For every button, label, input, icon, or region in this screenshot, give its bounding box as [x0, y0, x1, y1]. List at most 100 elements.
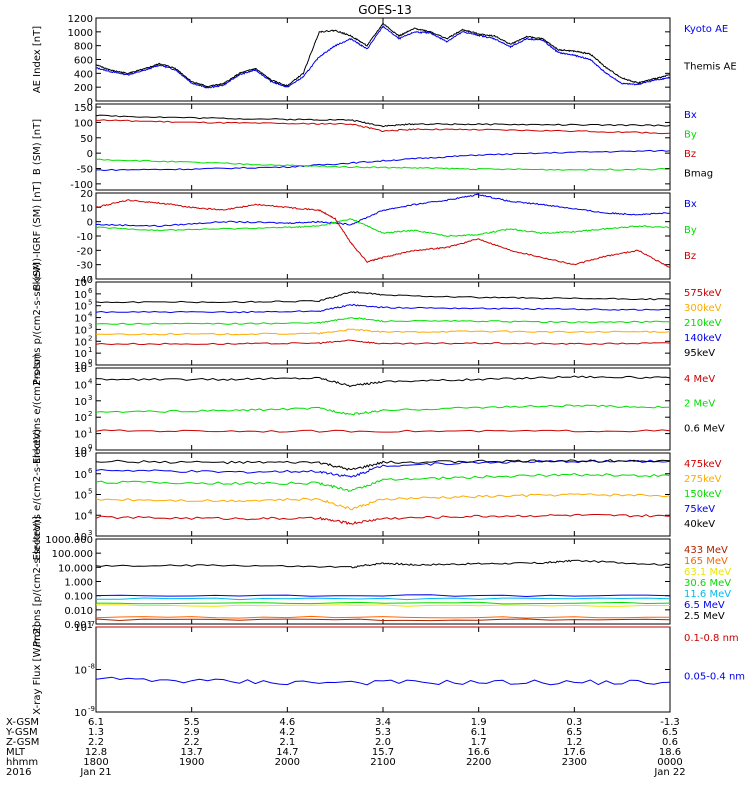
y-tick-label: -100 [70, 180, 93, 191]
y-tick-label: 1000 [68, 28, 93, 39]
legend-label: Kyoto AE [684, 24, 728, 35]
legend-label: 140keV [684, 333, 722, 344]
panel-frame [95, 17, 671, 102]
legend-label: By [684, 225, 697, 236]
ephemeris-value: 0000 [657, 757, 682, 768]
legend-label: 0.1-0.8 nm [684, 633, 739, 644]
ephemeris-value: 2.1 [279, 737, 295, 748]
legend-label: 40keV [684, 519, 715, 530]
y-tick-label: 10.000 [58, 563, 93, 574]
y-tick-label: 10 [74, 708, 87, 719]
series-line-by [95, 158, 671, 171]
ephemeris-value: 1.9 [471, 717, 487, 728]
series-line-300kev [95, 328, 671, 336]
y-axis-label: B (SM) [nT] [32, 119, 43, 175]
ephemeris-value: 0.3 [566, 717, 582, 728]
y-axis-label: AE Index [nT] [32, 26, 43, 93]
series-line-575kev [95, 339, 671, 346]
series-line-2-mev [95, 404, 671, 416]
ephemeris-value: 1900 [179, 757, 204, 768]
series-line-40kev [95, 459, 671, 471]
y-axis-label: Electrons e/(cm2-s-sr) [32, 354, 43, 464]
panel-frame [95, 538, 671, 625]
legend-label: 575keV [684, 288, 722, 299]
y-tick-exponent: 3 [88, 529, 92, 537]
y-tick-label: 10 [80, 203, 93, 214]
y-tick-exponent: 6 [88, 287, 93, 295]
ephemeris-value: 0.6 [662, 737, 678, 748]
ephemeris-value: 1.3 [88, 727, 104, 738]
y-tick-label: 10 [74, 623, 87, 634]
y-tick-label: -20 [77, 246, 93, 257]
y-tick-exponent: 2 [88, 410, 92, 418]
y-axis-label: B (SM)-IGRF (SM) [nT] [32, 181, 43, 290]
series-line-0-05-0-4-nm [95, 676, 671, 686]
y-tick-label: 10 [74, 413, 87, 424]
ephemeris-value: 4.2 [279, 727, 295, 738]
legend-label: Bx [684, 199, 697, 210]
y-tick-exponent: 7 [88, 275, 92, 283]
series-line-30-6-mev [95, 601, 671, 605]
ephemeris-row-label: X-GSM [6, 717, 39, 728]
legend-label: 4 MeV [684, 374, 715, 385]
series-line-bmag [95, 114, 671, 128]
y-tick-label: 200 [74, 83, 93, 94]
series-line-165-mev [95, 615, 670, 619]
ephemeris-value: 14.7 [276, 747, 298, 758]
y-tick-label: 0 [87, 218, 93, 229]
legend-label: 11.6 MeV [684, 589, 731, 600]
panel-frame [95, 626, 671, 713]
y-tick-label: 0 [87, 97, 93, 108]
panel-frame [95, 367, 671, 451]
y-tick-label: 10 [74, 449, 87, 460]
y-tick-exponent: 0 [88, 443, 92, 451]
panel-protons2: 0.001 0.010 0.100 1.000 10.000 100.000 1000.00… [32, 516, 731, 647]
ephemeris-value: 18.6 [659, 747, 681, 758]
ephemeris-value: Jan 22 [653, 767, 685, 778]
y-tick-label: 0.010 [64, 606, 93, 617]
legend-label: 2 MeV [684, 399, 715, 410]
ephemeris-value: 1.7 [471, 737, 487, 748]
ephemeris-value: 2.9 [184, 727, 200, 738]
series-line-210kev [95, 317, 671, 325]
legend-label: 210keV [684, 318, 722, 329]
legend-label: 0.6 MeV [684, 423, 725, 434]
y-tick-exponent: -9 [88, 705, 95, 713]
series-line-75kev [95, 459, 671, 478]
panel-bsm: -100 -50 0 50 100 150 B (SM) [nT] Bx By Bz Bmag [32, 103, 713, 191]
ephemeris-value: 1800 [83, 757, 108, 768]
ephemeris-value: -1.3 [660, 717, 680, 728]
ephemeris-value: 6.1 [88, 717, 104, 728]
legend-label: 300keV [684, 303, 722, 314]
series-line-bz [95, 199, 671, 268]
y-tick-label: 10 [74, 278, 87, 289]
ephemeris-value: 15.7 [372, 747, 394, 758]
y-tick-label: 50 [80, 134, 93, 145]
series-line-275kev [95, 493, 671, 511]
y-tick-label: 400 [74, 69, 93, 80]
ephemeris-value: 6.5 [566, 727, 582, 738]
ephemeris-value: 5.3 [375, 727, 391, 738]
ephemeris-value: 2.2 [184, 737, 200, 748]
ephemeris-value: 2200 [466, 757, 491, 768]
y-tick-exponent: 1 [88, 346, 92, 354]
ephemeris-value: 6.5 [662, 727, 678, 738]
ephemeris-row-label: hhmm [6, 757, 38, 768]
ephemeris-value: 4.6 [279, 717, 295, 728]
y-tick-label: 800 [74, 42, 93, 53]
y-tick-label: 10 [74, 666, 87, 677]
ephemeris-value: 13.7 [181, 747, 203, 758]
y-tick-label: -50 [77, 165, 93, 176]
legend-label: Themis AE [683, 62, 737, 73]
y-tick-label: 100 [74, 118, 93, 129]
y-tick-label: 10 [74, 397, 87, 408]
y-tick-label: 10 [74, 511, 87, 522]
ephemeris-value: Jan 21 [79, 767, 111, 778]
y-tick-exponent: 3 [88, 322, 92, 330]
y-tick-exponent: 0 [88, 358, 92, 366]
y-tick-exponent: 6 [88, 467, 93, 475]
